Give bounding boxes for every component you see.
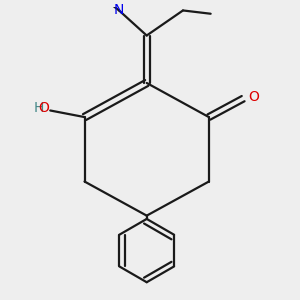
Text: H: H xyxy=(33,101,44,115)
Text: O: O xyxy=(248,90,259,104)
Text: N: N xyxy=(114,3,124,17)
Text: O: O xyxy=(38,101,49,115)
